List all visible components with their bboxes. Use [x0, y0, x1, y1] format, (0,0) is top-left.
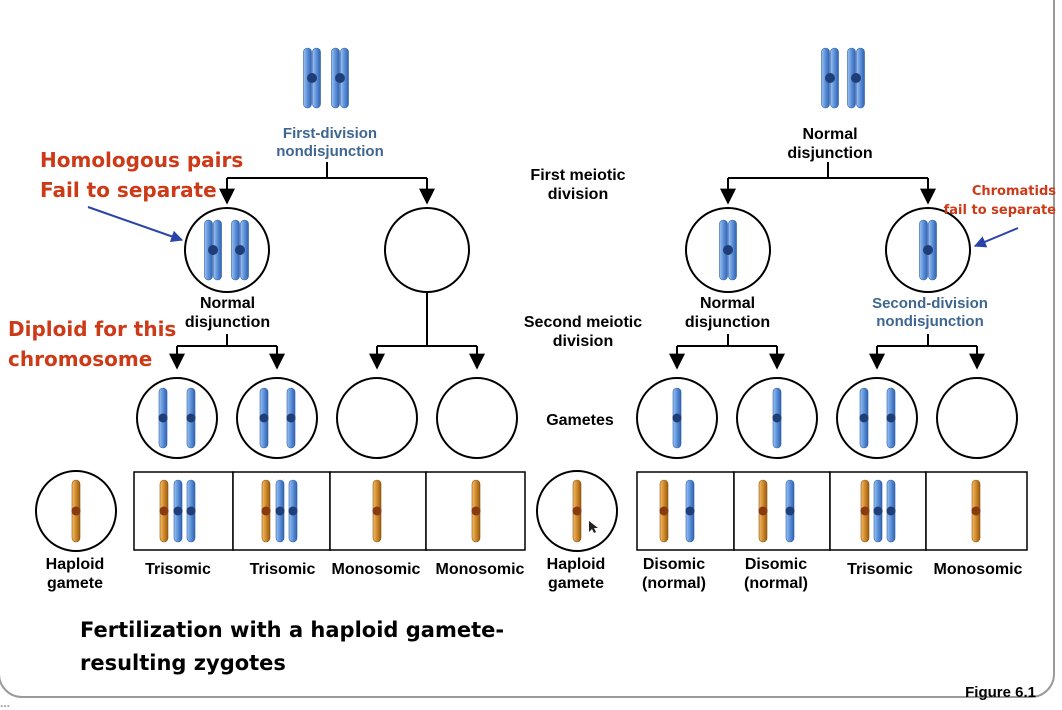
- centromere: [659, 506, 669, 516]
- centromere: [208, 245, 218, 255]
- zygote-label-trisomic-3: Trisomic: [847, 561, 913, 578]
- centromere: [923, 245, 933, 255]
- centromere: [71, 506, 81, 516]
- centromere: [275, 506, 285, 516]
- centromere: [186, 413, 196, 423]
- meiosis-i-cell-empty: [384, 207, 470, 293]
- caption: Fertilization with a haploid gamete- res…: [80, 618, 505, 675]
- centromere: [886, 506, 896, 516]
- centromere: [825, 73, 835, 83]
- centromere: [159, 506, 169, 516]
- figure-number: Figure 6.1: [965, 684, 1036, 701]
- zygote-box-1: [133, 471, 234, 551]
- second-division-nondisjunction-label: Second-division nondisjunction: [872, 295, 988, 330]
- left-normal-disjunction-label: Normal disjunction: [184, 295, 271, 332]
- zygote-label-monosomic-3: Monosomic: [933, 561, 1023, 578]
- centromere: [685, 506, 695, 516]
- centromere: [772, 413, 782, 423]
- centromere: [873, 506, 883, 516]
- centromere: [286, 413, 296, 423]
- centromere: [886, 413, 896, 423]
- zygote-label-monosomic-1: Monosomic: [331, 561, 421, 578]
- gamete-circle-4: [436, 377, 518, 459]
- haploid-gamete-label-right: Haploid gamete: [546, 556, 606, 593]
- gamete-circle-7: [836, 377, 918, 459]
- gamete-circle-8: [936, 377, 1018, 459]
- homologous-pairs-annotation: Homologous pairs Fail to separate: [40, 148, 244, 202]
- zygote-label-monosomic-2: Monosomic: [435, 561, 525, 578]
- centromere: [186, 506, 196, 516]
- centromere: [971, 506, 981, 516]
- centromere: [723, 245, 733, 255]
- centromere: [261, 506, 271, 516]
- centromere: [372, 506, 382, 516]
- centromere: [259, 413, 269, 423]
- slide-frame: [0, 0, 1055, 698]
- chromatids-annotation: Chromatids fail to separate: [943, 184, 1056, 218]
- diploid-annotation: Diploid for this chromosome: [8, 317, 177, 371]
- gamete-circle-3: [336, 377, 418, 459]
- zygote-label-trisomic-1: Trisomic: [145, 561, 211, 578]
- centromere: [173, 506, 183, 516]
- centromere: [860, 506, 870, 516]
- centromere: [307, 73, 317, 83]
- centromere: [235, 245, 245, 255]
- centromere: [335, 73, 345, 83]
- gametes-label: Gametes: [546, 412, 614, 429]
- centromere: [859, 413, 869, 423]
- right-second-normal-disjunction-label: Normal disjunction: [684, 295, 771, 332]
- centromere: [851, 73, 861, 83]
- zygote-label-trisomic-2: Trisomic: [249, 561, 316, 578]
- centromere: [758, 506, 768, 516]
- zygote-label-disomic-2: Disomic (normal): [744, 556, 808, 593]
- haploid-gamete-label-left: Haploid gamete: [45, 556, 105, 593]
- right-normal-disjunction-label: Normal disjunction: [787, 126, 873, 163]
- annotation-arrow-left: [87, 206, 184, 243]
- corner-mark: ...: [0, 696, 11, 710]
- gamete-circle-1: [136, 377, 218, 459]
- centromere: [158, 413, 168, 423]
- first-meiotic-division-label: First meiotic division: [530, 167, 626, 204]
- cursor-icon: [589, 521, 598, 533]
- centromere: [288, 506, 298, 516]
- centromere: [785, 506, 795, 516]
- zygote-label-disomic-1: Disomic (normal): [642, 556, 706, 593]
- gamete-circle-2: [236, 377, 318, 459]
- second-meiotic-division-label: Second meiotic division: [523, 314, 643, 351]
- meiosis-i-cell-left: [184, 207, 270, 293]
- zygote-box-6: [733, 471, 831, 551]
- centromere: [672, 413, 682, 423]
- centromere: [471, 506, 481, 516]
- first-division-nondisjunction-label: First-division nondisjunction: [276, 125, 384, 160]
- centromere: [572, 506, 582, 516]
- annotation-arrow-right: [973, 227, 1019, 248]
